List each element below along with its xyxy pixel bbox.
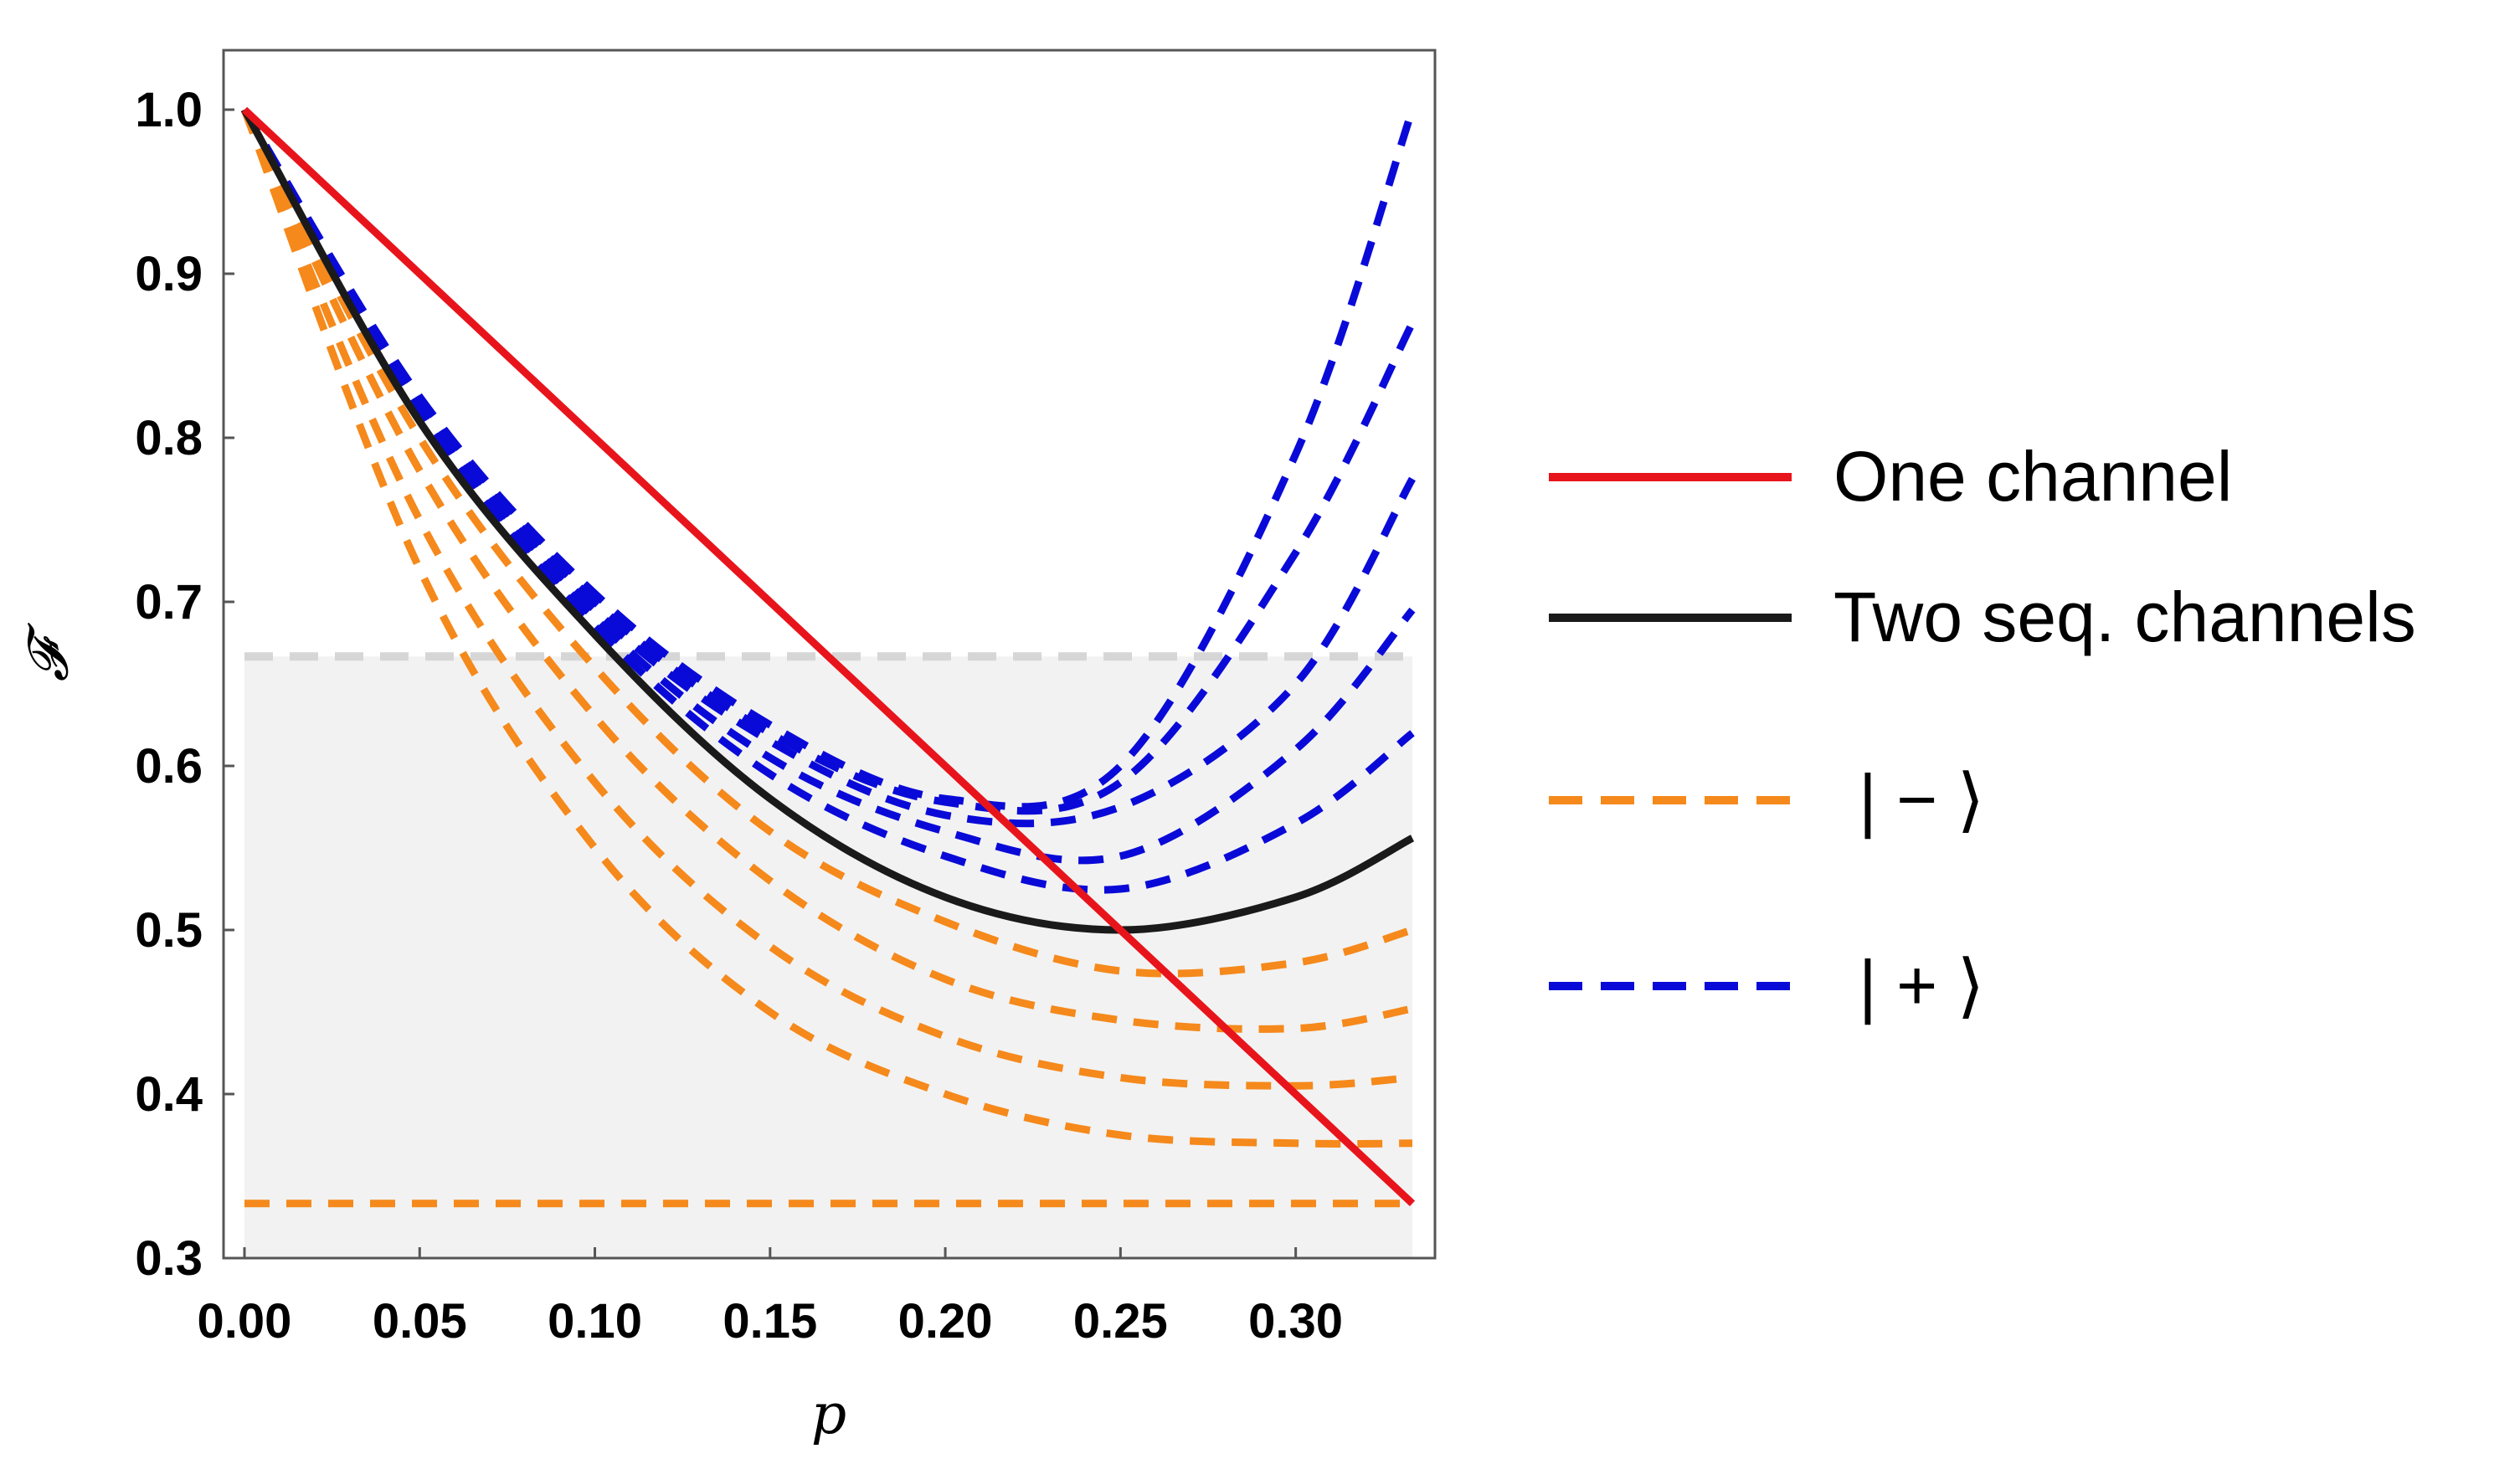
legend-label-plus: | + ⟩ — [1859, 946, 1984, 1025]
x-tick-label: 0.05 — [373, 1294, 467, 1349]
y-tick-label: 0.7 — [135, 575, 203, 629]
legend-label-one-channel: One channel — [1833, 437, 2232, 516]
y-tick-label: 0.4 — [135, 1067, 203, 1122]
series-minus-line-4 — [240, 108, 1413, 1033]
series-plus-line-5 — [241, 107, 1417, 811]
x-tick-label: 0.00 — [198, 1294, 292, 1349]
x-tick-label: 0.25 — [1073, 1294, 1168, 1349]
x-axis-label: p — [811, 1382, 846, 1446]
plot-frame — [222, 49, 1437, 1260]
legend: One channel Two seq. channels | − ⟩ | + … — [1549, 437, 2416, 1025]
y-tick-label: 0.6 — [135, 739, 203, 794]
y-tick-label: 0.5 — [135, 903, 203, 958]
series-two-seq-line — [241, 107, 1415, 934]
legend-label-two-seq: Two seq. channels — [1833, 578, 2416, 656]
series-minus-line-5 — [241, 107, 1414, 978]
x-tick-label: 0.30 — [1248, 1294, 1343, 1349]
x-tick-label: 0.15 — [723, 1294, 817, 1349]
shaded-region — [244, 656, 1412, 1258]
series-minus-line-3 — [240, 108, 1413, 1090]
y-tick-label: 0.3 — [135, 1231, 203, 1286]
y-axis: 0.3 0.4 0.5 0.6 0.7 0.8 0.9 1.0 — [135, 83, 234, 1286]
y-tick-label: 0.8 — [135, 411, 203, 465]
y-tick-label: 1.0 — [135, 83, 203, 137]
series-one-channel-line — [241, 106, 1416, 1207]
x-tick-label: 0.10 — [548, 1294, 642, 1349]
x-axis: 0.00 0.05 0.10 0.15 0.20 0.25 0.30 — [198, 1247, 1343, 1349]
y-tick-label: 0.9 — [135, 247, 203, 301]
y-axis-label: 𝓕 — [16, 622, 80, 681]
legend-label-minus: | − ⟩ — [1859, 760, 1984, 839]
series-layer — [240, 106, 1417, 1208]
x-tick-label: 0.20 — [898, 1294, 993, 1349]
series-minus-line-2 — [240, 108, 1413, 1148]
